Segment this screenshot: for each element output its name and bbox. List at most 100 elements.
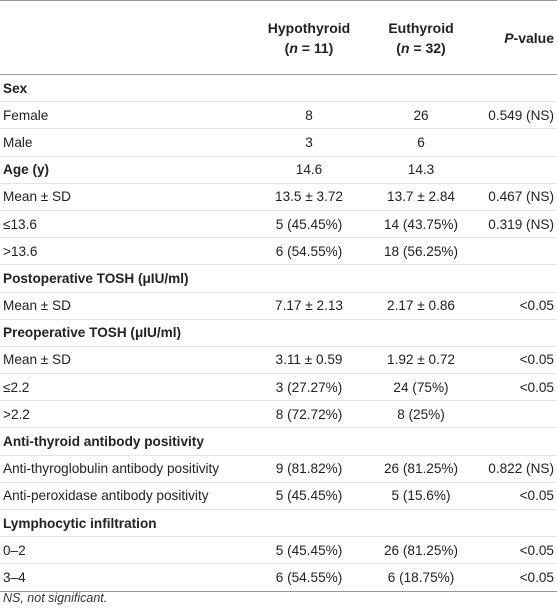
p-value-cell	[476, 74, 557, 103]
euthyroid-cell: 26 (81.25%)	[366, 455, 476, 483]
header-hypothyroid: Hypothyroid (n = 11)	[252, 1, 366, 75]
euthyroid-cell: 26	[366, 101, 476, 130]
row-label: Female	[0, 101, 252, 130]
table-row: >13.6 6 (54.55%) 18 (56.25%)	[0, 237, 557, 266]
p-value-cell	[476, 128, 557, 157]
section-row: Lymphocytic infiltration	[0, 509, 557, 538]
table-header: Hypothyroid (n = 11) Euthyroid (n = 32) …	[0, 0, 557, 75]
hypothyroid-cell: 5 (45.45%)	[252, 210, 366, 239]
row-label: Mean ± SD	[0, 346, 252, 375]
table-row: Mean ± SD 3.11 ± 0.59 1.92 ± 0.72 <0.05	[0, 346, 557, 375]
header-hypothyroid-title: Hypothyroid	[267, 19, 351, 36]
section-row: Sex	[0, 74, 557, 103]
euthyroid-cell: 26 (81.25%)	[366, 536, 476, 565]
euthyroid-cell	[366, 264, 476, 293]
p-value-cell	[476, 319, 557, 347]
hypothyroid-cell	[252, 74, 366, 103]
hypothyroid-cell: 3	[252, 128, 366, 157]
euthyroid-cell: 18 (56.25%)	[366, 237, 476, 266]
row-label: ≤2.2	[0, 373, 252, 402]
row-label: Mean ± SD	[0, 183, 252, 211]
euthyroid-cell: 13.7 ± 2.84	[366, 183, 476, 211]
euthyroid-cell: 14.3	[366, 156, 476, 184]
p-value-cell: <0.05	[476, 563, 557, 592]
euthyroid-cell	[366, 319, 476, 347]
count-value: = 11)	[297, 39, 334, 56]
euthyroid-cell	[366, 74, 476, 103]
euthyroid-cell: 8 (25%)	[366, 400, 476, 429]
section-row: Preoperative TOSH (μIU/ml)	[0, 319, 557, 347]
section-label: Lymphocytic infiltration	[0, 509, 252, 538]
p-value-cell: <0.05	[476, 536, 557, 565]
p-value-suffix: -value	[513, 29, 554, 46]
table-row: Mean ± SD 7.17 ± 2.13 2.17 ± 0.86 <0.05	[0, 292, 557, 320]
hypothyroid-cell: 3.11 ± 0.59	[252, 346, 366, 375]
p-value-cell: 0.549 (NS)	[476, 101, 557, 130]
p-symbol: P	[504, 29, 514, 46]
hypothyroid-cell: 7.17 ± 2.13	[252, 292, 366, 320]
p-value-cell: <0.05	[476, 373, 557, 402]
header-hypothyroid-count: (n = 11)	[256, 38, 362, 58]
p-value-cell: <0.05	[476, 482, 557, 511]
hypothyroid-cell: 8	[252, 101, 366, 130]
row-label: >2.2	[0, 400, 252, 429]
euthyroid-cell: 2.17 ± 0.86	[366, 292, 476, 320]
hypothyroid-cell: 14.6	[252, 156, 366, 184]
hypothyroid-cell	[252, 509, 366, 538]
section-row: Postoperative TOSH (μIU/ml)	[0, 264, 557, 293]
p-value-cell: 0.467 (NS)	[476, 183, 557, 211]
p-value-cell	[476, 156, 557, 184]
hypothyroid-cell: 13.5 ± 3.72	[252, 183, 366, 211]
n-symbol: n	[400, 39, 410, 56]
p-value-cell: 0.319 (NS)	[476, 210, 557, 239]
section-label: Preoperative TOSH (μIU/ml)	[0, 319, 252, 347]
row-label: ≤13.6	[0, 210, 252, 239]
table-body: Sex Female 8 26 0.549 (NS) Male 3 6 Age (y) 14.6 1…	[0, 74, 557, 592]
p-value-cell	[476, 400, 557, 429]
count-value: = 32)	[409, 39, 446, 56]
header-euthyroid-title: Euthyroid	[388, 19, 454, 36]
p-value-cell: 0.822 (NS)	[476, 455, 557, 483]
hypothyroid-cell	[252, 264, 366, 293]
euthyroid-cell: 24 (75%)	[366, 373, 476, 402]
euthyroid-cell: 14 (43.75%)	[366, 210, 476, 239]
section-row: Anti-thyroid antibody positivity	[0, 427, 557, 456]
p-value-cell	[476, 264, 557, 293]
hypothyroid-cell: 5 (45.45%)	[252, 482, 366, 511]
hypothyroid-cell: 6 (54.55%)	[252, 563, 366, 592]
hypothyroid-cell	[252, 319, 366, 347]
data-table: Hypothyroid (n = 11) Euthyroid (n = 32) …	[0, 0, 557, 592]
p-value-cell: <0.05	[476, 346, 557, 375]
n-symbol: n	[289, 39, 298, 56]
euthyroid-cell: 5 (15.6%)	[366, 482, 476, 511]
table-row: 0–2 5 (45.45%) 26 (81.25%) <0.05	[0, 536, 557, 565]
section-row: Age (y) 14.6 14.3	[0, 156, 557, 184]
row-label: 3–4	[0, 563, 252, 592]
euthyroid-cell: 1.92 ± 0.72	[366, 346, 476, 375]
row-label: >13.6	[0, 237, 252, 266]
table-row: ≤2.2 3 (27.27%) 24 (75%) <0.05	[0, 373, 557, 402]
header-empty-cell	[0, 1, 252, 75]
table-row: ≤13.6 5 (45.45%) 14 (43.75%) 0.319 (NS)	[0, 210, 557, 239]
header-p-value: P-value	[476, 1, 557, 75]
row-label: Mean ± SD	[0, 292, 252, 320]
header-row: Hypothyroid (n = 11) Euthyroid (n = 32) …	[0, 0, 557, 75]
euthyroid-cell	[366, 509, 476, 538]
euthyroid-cell: 6 (18.75%)	[366, 563, 476, 592]
section-label: Sex	[0, 74, 252, 103]
p-value-cell	[476, 237, 557, 266]
hypothyroid-cell: 6 (54.55%)	[252, 237, 366, 266]
header-euthyroid: Euthyroid (n = 32)	[366, 1, 476, 75]
table-row: Female 8 26 0.549 (NS)	[0, 101, 557, 130]
table-row: Anti-thyroglobulin antibody positivity 9 …	[0, 455, 557, 483]
euthyroid-cell	[366, 427, 476, 456]
p-value-cell	[476, 509, 557, 538]
hypothyroid-cell	[252, 427, 366, 456]
section-label: Postoperative TOSH (μIU/ml)	[0, 264, 252, 293]
section-label: Age (y)	[0, 156, 252, 184]
paren: (	[396, 39, 401, 56]
table-row: Mean ± SD 13.5 ± 3.72 13.7 ± 2.84 0.467 (NS…	[0, 183, 557, 211]
hypothyroid-cell: 3 (27.27%)	[252, 373, 366, 402]
row-label: 0–2	[0, 536, 252, 565]
